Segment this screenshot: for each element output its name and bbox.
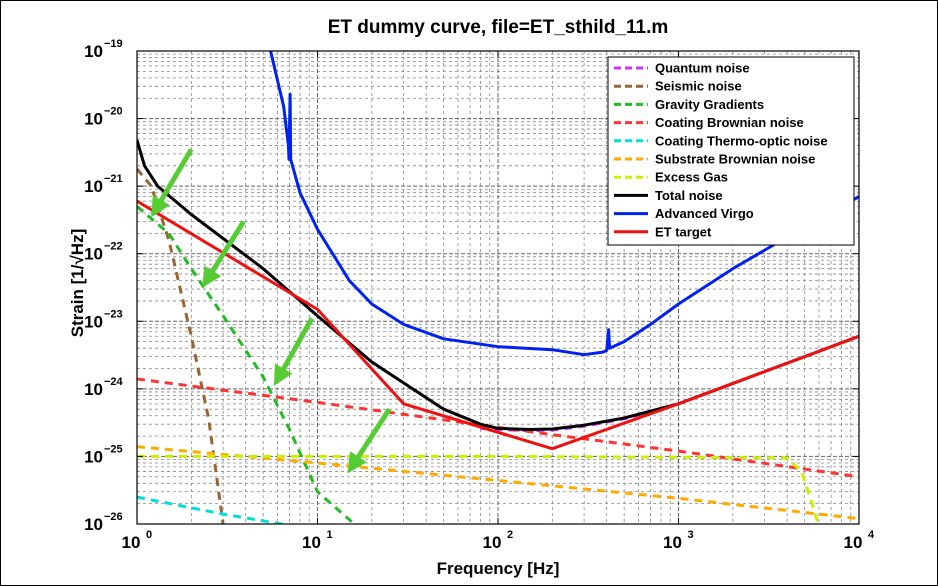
series-excess-gas <box>137 454 820 524</box>
annotation-arrow-4 <box>347 407 392 474</box>
x-tick-exponent: 2 <box>507 529 513 541</box>
y-tick-label: 10 <box>84 515 103 534</box>
series-total-noise <box>137 139 859 431</box>
y-tick-exponent: −22 <box>104 241 123 253</box>
y-tick-label: 10 <box>84 380 103 399</box>
legend-entry: Advanced Virgo <box>655 206 754 221</box>
series-gravity-gradients <box>137 205 356 524</box>
y-tick-label: 10 <box>84 312 103 331</box>
y-tick-exponent: −21 <box>104 173 123 185</box>
y-tick-label: 10 <box>84 110 103 129</box>
y-tick-label: 10 <box>84 245 103 264</box>
series-coating-brownian-noise <box>137 377 859 479</box>
chart-title: ET dummy curve, file=ET_sthild_11.m <box>328 17 669 38</box>
x-tick-label: 10 <box>302 533 321 552</box>
x-axis-label: Frequency [Hz] <box>437 559 560 578</box>
annotation-arrow-3 <box>273 317 314 386</box>
x-tick-label: 10 <box>483 533 502 552</box>
series-layer <box>137 51 859 524</box>
y-tick-exponent: −26 <box>104 511 123 523</box>
x-tick-exponent: 3 <box>688 529 694 541</box>
y-axis-label: Strain [1/√Hz] <box>68 229 87 338</box>
series-advanced-virgo <box>269 51 859 357</box>
legend-entry: ET target <box>655 224 712 239</box>
legend-entry: Coating Brownian noise <box>655 115 804 130</box>
legend-entry: Seismic noise <box>655 79 742 94</box>
legend: Quantum noise Seismic noise Gravity Gradie… <box>607 56 855 246</box>
legend-entry: Quantum noise <box>655 61 750 76</box>
annotation-arrow-1 <box>151 148 194 218</box>
y-tick-label: 10 <box>84 447 103 466</box>
series-coating-thermo-optic-noise <box>137 495 291 524</box>
y-tick-exponent: −24 <box>104 376 124 388</box>
y-tick-exponent: −20 <box>104 106 123 118</box>
x-tick-exponent: 1 <box>327 529 333 541</box>
series-substrate-brownian-noise <box>137 445 859 521</box>
legend-box <box>607 56 855 246</box>
legend-entry: Excess Gas <box>655 170 728 185</box>
y-tick-label: 10 <box>84 177 103 196</box>
y-tick-exponent: −23 <box>104 308 123 320</box>
y-tick-exponent: −19 <box>104 38 123 50</box>
x-tick-label: 10 <box>663 533 682 552</box>
y-tick-label: 10 <box>84 42 103 61</box>
x-tick-exponent: 4 <box>868 529 875 541</box>
legend-entry: Total noise <box>655 188 723 203</box>
x-tick-exponent: 0 <box>146 529 152 541</box>
legend-entry: Gravity Gradients <box>655 97 764 112</box>
x-tick-label: 10 <box>122 533 141 552</box>
series-et-target <box>137 199 859 451</box>
x-tick-label: 10 <box>844 533 863 552</box>
legend-entry: Coating Thermo-optic noise <box>655 133 828 148</box>
annotation-arrow-2 <box>202 220 246 288</box>
series-seismic-noise <box>137 167 225 524</box>
legend-entry: Substrate Brownian noise <box>655 152 815 167</box>
y-tick-exponent: −25 <box>104 443 123 455</box>
